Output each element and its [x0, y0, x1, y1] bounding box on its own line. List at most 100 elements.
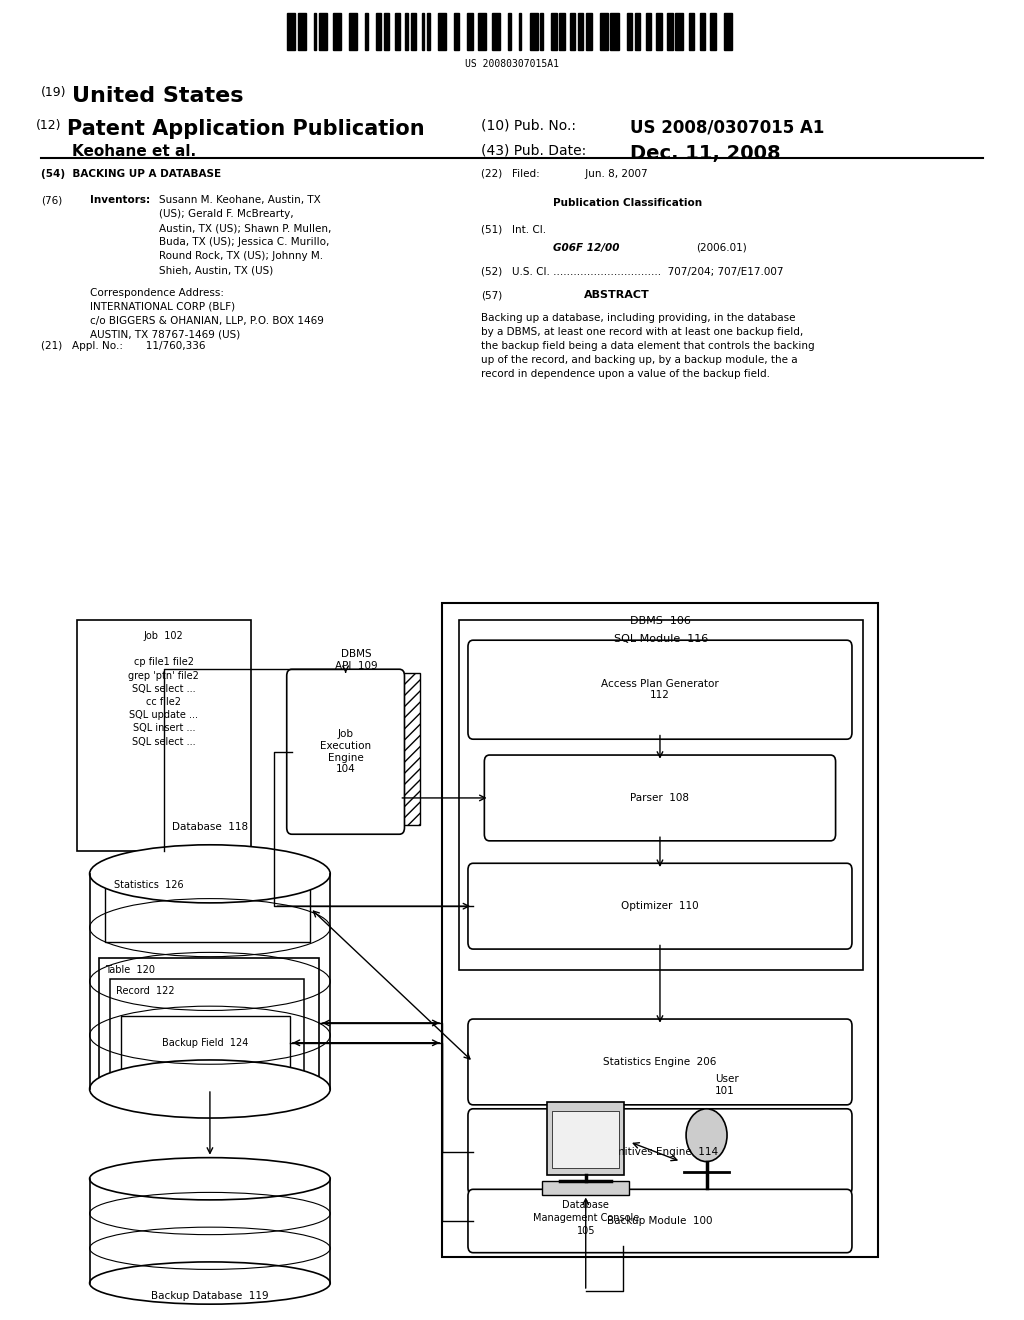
Text: Table  120: Table 120 — [105, 965, 156, 975]
Text: (10) Pub. No.:: (10) Pub. No.: — [481, 119, 577, 133]
Bar — [99, 958, 319, 1088]
Text: Publication Classification: Publication Classification — [553, 198, 702, 209]
Text: Dec. 11, 2008: Dec. 11, 2008 — [630, 144, 780, 162]
Text: Primitives Engine  114: Primitives Engine 114 — [601, 1147, 719, 1156]
Ellipse shape — [90, 1158, 330, 1200]
Bar — [645, 13, 651, 50]
Bar — [110, 979, 304, 1078]
FancyBboxPatch shape — [287, 669, 404, 834]
Text: Backing up a database, including providing, in the database
by a DBMS, at least : Backing up a database, including providi… — [481, 313, 815, 379]
Text: SQL Module  116: SQL Module 116 — [613, 634, 709, 644]
Text: Parser  108: Parser 108 — [631, 793, 689, 803]
Bar — [376, 13, 381, 50]
Text: (22)   Filed:              Jun. 8, 2007: (22) Filed: Jun. 8, 2007 — [481, 169, 648, 180]
Text: (21)   Appl. No.:       11/760,336: (21) Appl. No.: 11/760,336 — [41, 341, 206, 351]
Bar — [442, 603, 878, 1257]
Text: Patent Application Publication: Patent Application Publication — [67, 119, 424, 139]
Bar — [287, 13, 295, 50]
Bar — [610, 13, 618, 50]
Bar — [635, 13, 640, 50]
Ellipse shape — [90, 1262, 330, 1304]
Bar — [365, 13, 368, 50]
Bar — [384, 13, 389, 50]
Text: Job  102

cp file1 file2
grep 'ptn' file2
SQL select ...
cc file2
SQL update ...: Job 102 cp file1 file2 grep 'ptn' file2 … — [128, 631, 200, 747]
Bar — [724, 13, 732, 50]
Bar — [411, 13, 416, 50]
Text: (54)  BACKING UP A DATABASE: (54) BACKING UP A DATABASE — [41, 169, 221, 180]
Bar — [543, 1181, 629, 1195]
Circle shape — [686, 1109, 727, 1162]
Bar — [656, 13, 662, 50]
Bar — [711, 13, 716, 50]
Text: Backup Field  124: Backup Field 124 — [162, 1038, 249, 1048]
FancyBboxPatch shape — [468, 1109, 852, 1195]
Bar — [559, 13, 564, 50]
Bar — [369, 673, 420, 825]
Text: (43) Pub. Date:: (43) Pub. Date: — [481, 144, 587, 158]
Text: Correspondence Address:
INTERNATIONAL CORP (BLF)
c/o BIGGERS & OHANIAN, LLP, P.O: Correspondence Address: INTERNATIONAL CO… — [90, 288, 324, 339]
Bar — [454, 13, 460, 50]
Bar — [547, 1102, 624, 1175]
Text: (51)   Int. Cl.: (51) Int. Cl. — [481, 224, 547, 235]
Bar — [468, 13, 473, 50]
Bar — [422, 13, 424, 50]
Text: Access Plan Generator
112: Access Plan Generator 112 — [601, 678, 719, 701]
Bar — [427, 13, 430, 50]
Text: (12): (12) — [36, 119, 61, 132]
Text: Statistics  126: Statistics 126 — [114, 880, 183, 891]
Text: Backup Database  119: Backup Database 119 — [152, 1291, 268, 1302]
FancyBboxPatch shape — [468, 1189, 852, 1253]
Bar — [349, 13, 357, 50]
Bar — [570, 13, 575, 50]
Bar — [627, 13, 632, 50]
Bar — [438, 13, 445, 50]
Ellipse shape — [90, 1060, 330, 1118]
Bar — [508, 13, 511, 50]
Text: (52)   U.S. Cl. ................................  707/204; 707/E17.007: (52) U.S. Cl. ..........................… — [481, 267, 783, 277]
Text: DBMS
API  109: DBMS API 109 — [335, 649, 378, 671]
Text: Record  122: Record 122 — [116, 986, 174, 997]
Bar — [459, 620, 863, 970]
Text: Susann M. Keohane, Austin, TX
(US); Gerald F. McBrearty,
Austin, TX (US); Shawn : Susann M. Keohane, Austin, TX (US); Gera… — [159, 195, 331, 276]
Text: US 2008/0307015 A1: US 2008/0307015 A1 — [630, 119, 824, 137]
Text: US 20080307015A1: US 20080307015A1 — [465, 59, 559, 70]
FancyBboxPatch shape — [468, 863, 852, 949]
Text: Backup Module  100: Backup Module 100 — [607, 1216, 713, 1226]
FancyBboxPatch shape — [468, 640, 852, 739]
Text: Database  118: Database 118 — [172, 821, 248, 832]
Bar — [478, 13, 486, 50]
Text: (76): (76) — [41, 195, 62, 206]
Text: G06F 12/00: G06F 12/00 — [553, 243, 620, 253]
Text: Keohane et al.: Keohane et al. — [72, 144, 196, 158]
Text: Inventors:: Inventors: — [90, 195, 151, 206]
Bar — [105, 874, 310, 942]
Text: Statistics Engine  206: Statistics Engine 206 — [603, 1057, 717, 1067]
Text: Optimizer  110: Optimizer 110 — [622, 902, 698, 911]
Bar — [121, 1016, 290, 1069]
Bar — [77, 620, 251, 851]
Bar — [333, 13, 341, 50]
Bar — [675, 13, 683, 50]
Bar — [298, 13, 305, 50]
Bar — [492, 13, 500, 50]
FancyBboxPatch shape — [484, 755, 836, 841]
Text: Job
Execution
Engine
104: Job Execution Engine 104 — [321, 730, 371, 774]
FancyBboxPatch shape — [468, 1019, 852, 1105]
Bar — [319, 13, 328, 50]
Bar — [689, 13, 694, 50]
Bar — [541, 13, 543, 50]
Bar — [394, 13, 400, 50]
Bar — [600, 13, 608, 50]
Bar — [551, 13, 556, 50]
Text: DBMS  106: DBMS 106 — [630, 616, 690, 627]
Bar — [406, 13, 409, 50]
Text: User
101: User 101 — [715, 1074, 738, 1096]
Text: ABSTRACT: ABSTRACT — [584, 290, 649, 301]
Text: Database
Management Console
105: Database Management Console 105 — [532, 1200, 639, 1237]
Text: (19): (19) — [41, 86, 67, 99]
Bar — [529, 13, 538, 50]
Ellipse shape — [90, 845, 330, 903]
Bar — [553, 1111, 618, 1168]
Bar — [579, 13, 584, 50]
Bar — [519, 13, 521, 50]
